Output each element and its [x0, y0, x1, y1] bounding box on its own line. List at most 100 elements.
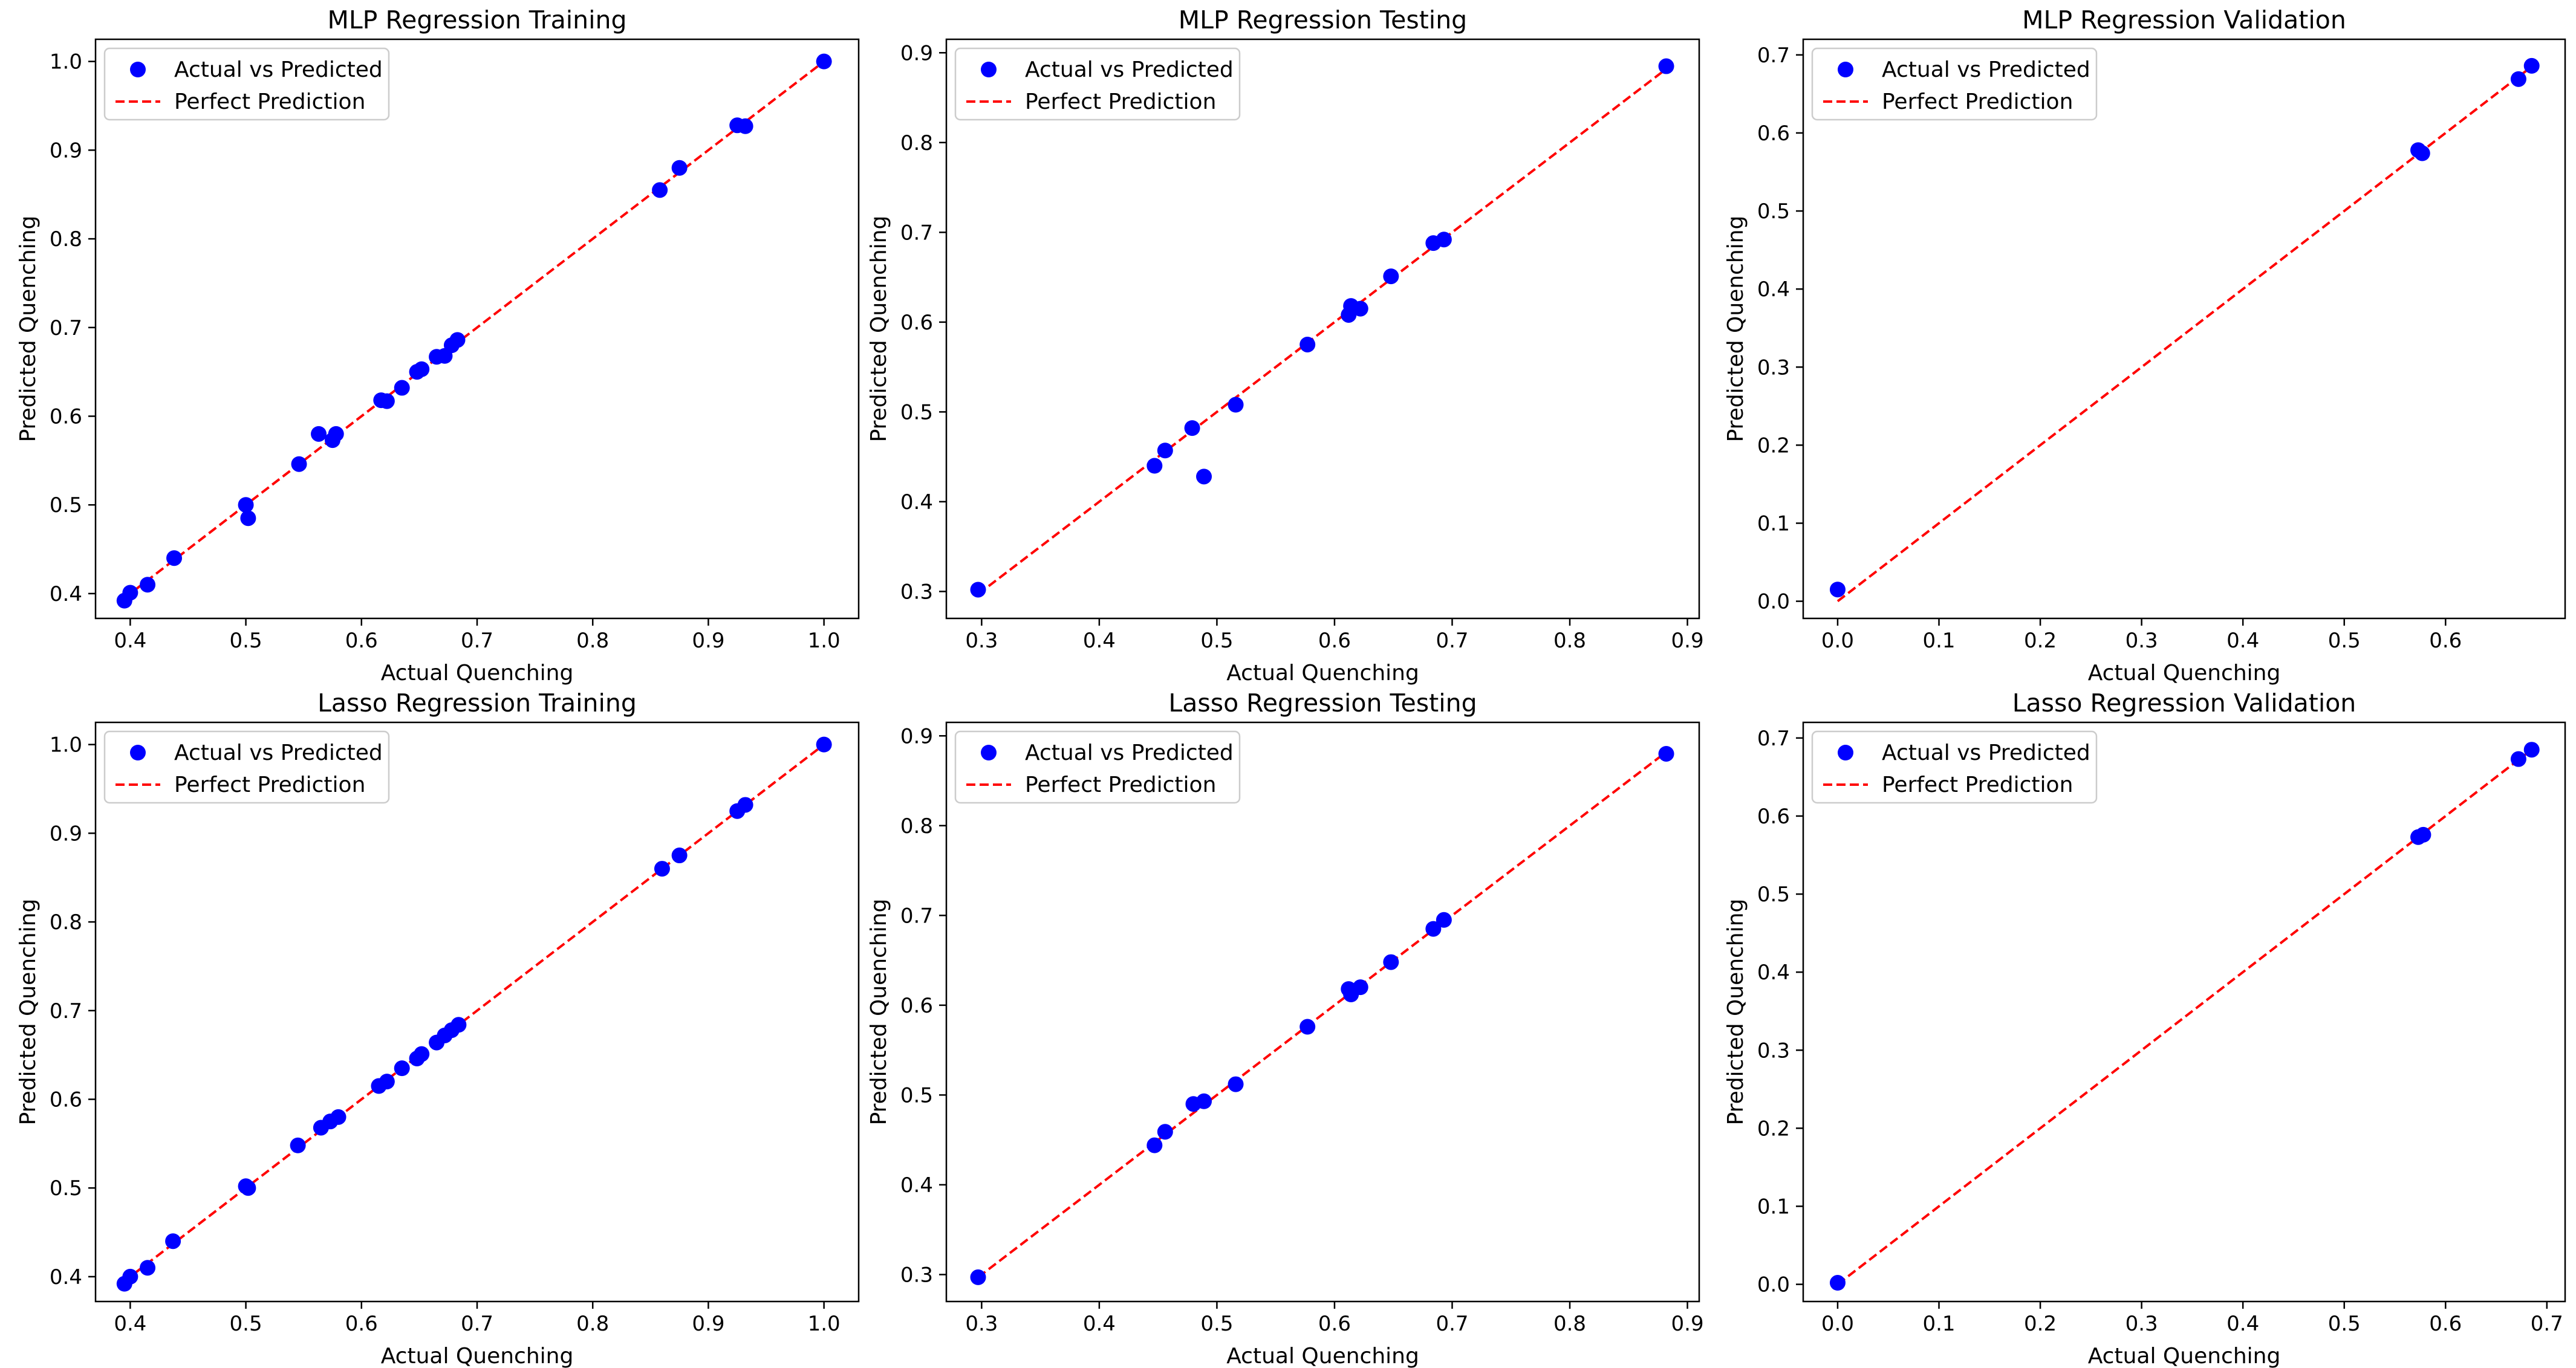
chart-title: Lasso Regression Training	[317, 689, 637, 718]
x-tick-label: 0.9	[692, 629, 724, 653]
legend: Actual vs Predicted Perfect Prediction	[103, 47, 390, 121]
x-tick-label: 0.5	[230, 1312, 262, 1336]
x-tick-label: 0.1	[1922, 1312, 1955, 1336]
y-tick-label: 0.5	[1757, 199, 1790, 224]
chart-title: Lasso Regression Testing	[1168, 689, 1477, 718]
legend-label-perfect: Perfect Prediction	[174, 773, 365, 797]
legend-marker-actual	[130, 745, 146, 760]
y-tick-label: 0.0	[1757, 1273, 1790, 1297]
y-tick-label: 0.7	[50, 999, 82, 1023]
axes-frame	[1802, 721, 2566, 1303]
chart-panel: Lasso Regression Training 0.4 0.5 0.6 0.7 0.8…	[16, 689, 860, 1368]
x-tick-label: 0.6	[2429, 629, 2462, 653]
y-tick-label: 0.6	[900, 311, 933, 335]
x-tick-label: 0.6	[345, 1312, 378, 1336]
chart-title: MLP Regression Testing	[1179, 5, 1467, 34]
data-point	[737, 797, 753, 813]
data-point	[1228, 1076, 1244, 1092]
data-point	[1829, 582, 1846, 598]
y-tick-label: 0.5	[50, 1176, 82, 1201]
y-tick-label: 0.7	[1757, 727, 1790, 751]
y-axis-label: Predicted Quenching	[16, 216, 41, 442]
axes-frame	[1802, 38, 2566, 620]
y-tick-label: 0.9	[50, 822, 82, 846]
y-tick-label: 0.3	[900, 580, 933, 604]
data-point	[1658, 745, 1674, 762]
data-point	[1196, 1093, 1212, 1109]
x-tick-label: 0.4	[1083, 1312, 1116, 1336]
chart-panel: MLP Regression Testing 0.3 0.4 0.5 0.6 0.7 0.8…	[867, 5, 1704, 686]
chart-panel: Lasso Regression Validation 0.0 0.1 0.2 0.3 0…	[1723, 689, 2566, 1368]
data-point	[1658, 58, 1674, 74]
data-point	[671, 848, 688, 864]
data-point	[449, 332, 466, 348]
y-tick-label: 0.5	[900, 400, 933, 424]
y-tick-label: 0.5	[50, 493, 82, 517]
data-point	[450, 1017, 467, 1033]
x-tick-label: 0.8	[576, 629, 609, 653]
data-point	[1436, 232, 1452, 248]
data-point	[1436, 912, 1452, 928]
legend-label-actual: Actual vs Predicted	[174, 741, 383, 765]
legend-box	[954, 47, 1241, 121]
data-point	[1383, 954, 1399, 970]
data-point	[122, 1268, 138, 1285]
x-tick-label: 0.3	[965, 1312, 998, 1336]
data-point	[240, 1180, 256, 1196]
data-point	[1196, 468, 1212, 485]
y-tick-label: 0.7	[900, 904, 933, 928]
y-tick-label: 0.6	[1757, 805, 1790, 829]
data-point	[1147, 458, 1163, 474]
data-point	[330, 1109, 346, 1125]
y-tick-label: 0.3	[1757, 355, 1790, 380]
perfect-prediction-line	[977, 68, 1667, 595]
data-point	[1352, 300, 1368, 317]
x-tick-label: 0.9	[692, 1312, 724, 1336]
x-tick-label: 0.7	[461, 1312, 493, 1336]
x-tick-label: 0.7	[2531, 1312, 2563, 1336]
x-tick-label: 0.4	[2226, 1312, 2259, 1336]
x-axis-label: Actual Quenching	[1226, 1344, 1419, 1368]
x-axis-label: Actual Quenching	[381, 661, 574, 686]
data-point	[291, 456, 307, 472]
x-tick-label: 0.3	[2126, 1312, 2158, 1336]
axes-frame	[94, 38, 860, 620]
data-point	[2523, 57, 2540, 74]
data-point	[394, 380, 410, 396]
y-tick-label: 0.4	[50, 582, 82, 606]
legend-marker-actual	[130, 62, 146, 77]
data-point	[654, 861, 670, 877]
y-tick-label: 0.7	[1757, 44, 1790, 68]
data-point	[671, 160, 688, 176]
y-axis-label: Predicted Quenching	[867, 216, 891, 442]
data-point	[1184, 420, 1200, 436]
y-tick-label: 0.7	[50, 316, 82, 340]
data-point	[1829, 1275, 1846, 1291]
x-tick-label: 0.6	[1318, 1312, 1351, 1336]
x-tick-label: 0.0	[1821, 1312, 1854, 1336]
y-tick-label: 0.4	[900, 1173, 933, 1198]
x-tick-label: 0.4	[1083, 629, 1116, 653]
x-tick-label: 0.7	[461, 629, 493, 653]
legend-label-actual: Actual vs Predicted	[1882, 741, 2090, 765]
y-tick-label: 0.5	[1757, 883, 1790, 907]
data-point	[2523, 742, 2540, 758]
y-tick-label: 0.4	[50, 1265, 82, 1289]
data-point	[414, 361, 430, 377]
y-tick-label: 0.6	[1757, 122, 1790, 146]
y-tick-label: 0.2	[1757, 1117, 1790, 1141]
data-point	[140, 1260, 156, 1276]
data-point	[970, 1269, 986, 1285]
x-tick-label: 0.1	[1922, 629, 1955, 653]
chart-panel: MLP Regression Validation 0.0 0.1 0.2 0.3 0.4…	[1723, 5, 2566, 686]
data-point	[1352, 979, 1368, 996]
legend-box	[103, 47, 390, 121]
y-tick-label: 0.3	[900, 1263, 933, 1287]
data-point	[140, 577, 156, 593]
x-tick-label: 0.7	[1436, 629, 1468, 653]
x-tick-label: 0.8	[576, 1312, 609, 1336]
y-tick-label: 0.2	[1757, 433, 1790, 458]
legend: Actual vs Predicted Perfect Prediction	[1811, 730, 2098, 804]
x-tick-label: 0.4	[114, 629, 146, 653]
